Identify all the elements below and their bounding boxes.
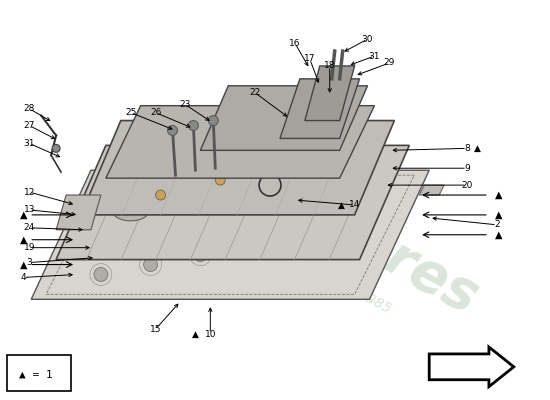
- Ellipse shape: [111, 232, 151, 257]
- Text: 10: 10: [205, 330, 216, 338]
- Text: 9: 9: [464, 164, 470, 173]
- Ellipse shape: [276, 160, 314, 182]
- Polygon shape: [280, 79, 360, 138]
- Text: 15: 15: [150, 324, 161, 334]
- Text: ▲: ▲: [20, 210, 27, 220]
- Text: 18: 18: [324, 62, 336, 70]
- Text: eurotores: eurotores: [192, 134, 487, 325]
- Text: 25: 25: [125, 108, 136, 117]
- Circle shape: [275, 160, 285, 170]
- Text: 30: 30: [362, 35, 373, 44]
- Text: ▲: ▲: [495, 190, 503, 200]
- Ellipse shape: [221, 173, 259, 195]
- Text: ▲: ▲: [495, 230, 503, 240]
- Text: 29: 29: [384, 58, 395, 68]
- Polygon shape: [81, 120, 394, 215]
- Text: 3: 3: [26, 258, 32, 267]
- Text: 12: 12: [24, 188, 35, 196]
- Polygon shape: [56, 195, 101, 230]
- Text: 20: 20: [461, 181, 472, 190]
- Polygon shape: [106, 106, 375, 178]
- Polygon shape: [31, 170, 429, 299]
- Circle shape: [343, 218, 356, 232]
- Circle shape: [156, 190, 166, 200]
- Text: 17: 17: [304, 54, 316, 64]
- Ellipse shape: [167, 186, 205, 208]
- Polygon shape: [290, 162, 320, 168]
- Circle shape: [52, 144, 60, 152]
- Ellipse shape: [166, 219, 205, 244]
- Text: ▲: ▲: [191, 330, 199, 338]
- Polygon shape: [429, 347, 514, 387]
- Text: 14: 14: [349, 200, 360, 210]
- Circle shape: [168, 126, 178, 136]
- Text: 22: 22: [250, 88, 261, 97]
- Text: 28: 28: [24, 104, 35, 113]
- Text: 19: 19: [24, 243, 35, 252]
- Ellipse shape: [221, 206, 260, 231]
- Text: ▲: ▲: [20, 260, 27, 270]
- Circle shape: [208, 116, 218, 126]
- Circle shape: [94, 268, 108, 282]
- Circle shape: [215, 175, 226, 185]
- FancyBboxPatch shape: [7, 355, 71, 391]
- Text: 31: 31: [24, 139, 35, 148]
- Text: 31: 31: [368, 52, 380, 60]
- Circle shape: [293, 228, 307, 242]
- Circle shape: [144, 258, 158, 272]
- Text: 16: 16: [289, 38, 301, 48]
- Text: 26: 26: [150, 108, 161, 117]
- Text: ▲: ▲: [495, 210, 503, 220]
- Circle shape: [243, 238, 257, 252]
- Ellipse shape: [275, 194, 315, 218]
- Text: 24: 24: [24, 223, 35, 232]
- Polygon shape: [305, 66, 355, 120]
- Text: ▲: ▲: [338, 200, 345, 210]
- Circle shape: [194, 248, 207, 262]
- Text: 13: 13: [24, 206, 35, 214]
- Polygon shape: [56, 145, 409, 260]
- Text: 23: 23: [180, 100, 191, 109]
- Text: ▲ = 1: ▲ = 1: [19, 370, 53, 380]
- Text: 8: 8: [464, 144, 470, 153]
- Circle shape: [189, 120, 199, 130]
- Text: 2: 2: [494, 220, 500, 229]
- Text: 27: 27: [24, 121, 35, 130]
- Polygon shape: [200, 86, 367, 150]
- Text: ▲: ▲: [474, 144, 480, 153]
- Text: ▲: ▲: [20, 235, 27, 245]
- Text: 4: 4: [20, 273, 26, 282]
- Ellipse shape: [112, 199, 150, 221]
- Polygon shape: [419, 185, 444, 195]
- Text: a passion for quality 1985: a passion for quality 1985: [227, 219, 393, 316]
